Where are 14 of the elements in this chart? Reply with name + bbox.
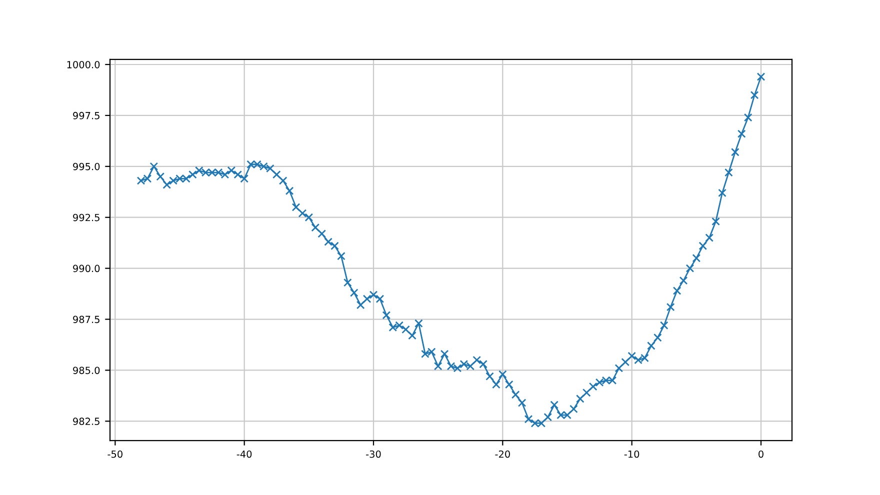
x-tick-label: -20: [495, 450, 510, 458]
y-tick-label: 985.0: [73, 366, 100, 374]
y-tick-label: 997.5: [73, 112, 100, 120]
x-tick-label: -30: [366, 450, 381, 458]
x-tick-label: -40: [236, 450, 252, 458]
x-tick-label: 0: [758, 450, 764, 458]
x-tick-label: -50: [108, 450, 122, 458]
y-tick-label: 992.5: [73, 214, 100, 222]
y-tick-label: 990.0: [73, 264, 100, 272]
y-tick-label: 982.5: [73, 418, 100, 426]
y-tick-label: 995.0: [73, 162, 100, 170]
y-tick-label: 987.5: [73, 316, 100, 324]
x-tick-label: -10: [624, 450, 640, 458]
y-tick-label: 1000.0: [67, 60, 100, 68]
